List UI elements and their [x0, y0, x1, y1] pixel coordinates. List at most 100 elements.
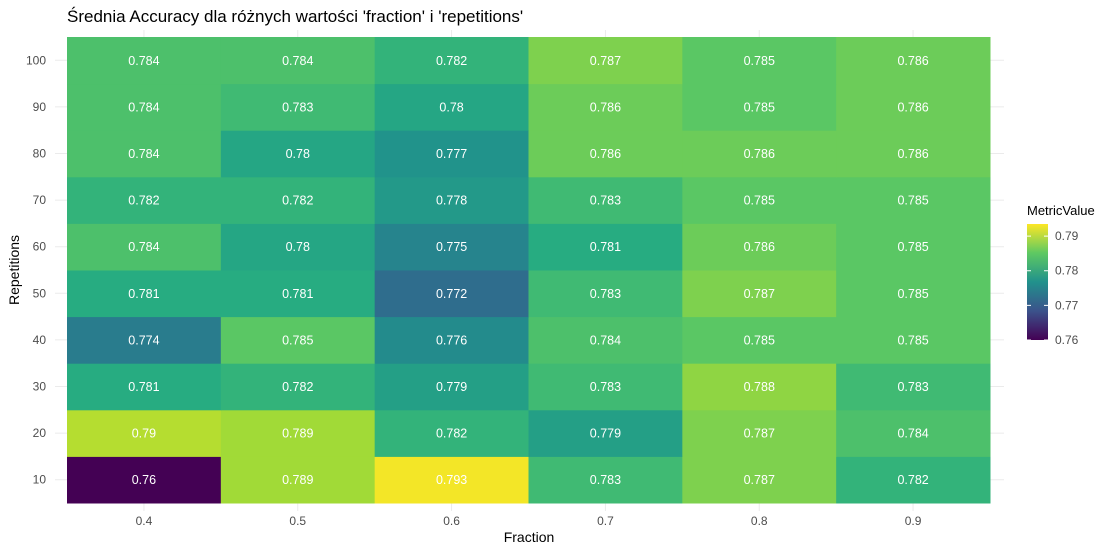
legend-ticks: 0.79 0.78 0.77 0.76 — [1027, 229, 1079, 347]
cell-value-label: 0.782 — [436, 54, 467, 68]
heatmap-cell — [67, 130, 222, 178]
heatmap-cell — [374, 223, 529, 271]
heatmap-cell — [220, 363, 376, 411]
heatmap-cell — [67, 363, 222, 411]
cell-value-label: 0.786 — [590, 147, 621, 161]
heatmap-cell — [67, 270, 222, 318]
heatmap-cells: 0.76 0.789 0.793 0.783 0.787 0.782 0.79 0.789 0.… — [67, 37, 991, 504]
heatmap-cell — [528, 456, 683, 504]
heatmap-cell — [220, 409, 376, 457]
y-tick-label: 10 — [33, 473, 47, 487]
x-tick-label: 0.6 — [443, 514, 460, 528]
cell-value-label: 0.785 — [744, 100, 775, 114]
cell-value-label: 0.787 — [744, 427, 775, 441]
y-tick-label: 20 — [33, 426, 47, 440]
heatmap-cell — [67, 456, 222, 504]
heatmap-cell — [67, 37, 222, 85]
cell-value-label: 0.786 — [590, 100, 621, 114]
heatmap-cell — [682, 363, 837, 411]
cell-value-label: 0.787 — [744, 287, 775, 301]
heatmap-cell — [836, 363, 991, 411]
heatmap-cell — [528, 223, 683, 271]
cell-value-label: 0.777 — [436, 147, 467, 161]
cell-value-label: 0.787 — [590, 54, 621, 68]
x-axis-title: Fraction — [504, 529, 555, 545]
heatmap-cell — [682, 409, 837, 457]
cell-value-label: 0.782 — [282, 194, 313, 208]
cell-value-label: 0.786 — [897, 147, 928, 161]
heatmap-cell — [374, 83, 529, 131]
heatmap-cell — [67, 176, 222, 224]
cell-value-label: 0.78 — [286, 240, 310, 254]
heatmap-cell — [67, 316, 222, 364]
axis-ticks: 0.4 0.5 0.6 0.7 0.8 0.9 10 20 30 40 50 60 70 80 90 100 — [26, 53, 922, 528]
heatmap-cell — [374, 37, 529, 85]
cell-value-label: 0.784 — [128, 100, 159, 114]
heatmap-cell — [374, 316, 529, 364]
heatmap-cell — [528, 409, 683, 457]
y-tick-label: 60 — [33, 240, 47, 254]
heatmap-cell — [528, 363, 683, 411]
cell-value-label: 0.779 — [436, 380, 467, 394]
heatmap-cell — [836, 223, 991, 271]
chart-title: Średnia Accuracy dla różnych wartości 'f… — [67, 7, 523, 26]
color-legend: MetricValue 0.79 0.78 0.77 0.76 — [1027, 203, 1095, 347]
y-tick-label: 30 — [33, 380, 47, 394]
cell-value-label: 0.786 — [744, 240, 775, 254]
cell-value-label: 0.784 — [128, 54, 159, 68]
heatmap-cell — [682, 456, 837, 504]
heatmap-cell — [528, 316, 683, 364]
y-tick-label: 40 — [33, 333, 47, 347]
cell-value-label: 0.772 — [436, 287, 467, 301]
heatmap-cell — [836, 37, 991, 85]
cell-value-label: 0.76 — [132, 473, 156, 487]
cell-value-label: 0.785 — [897, 333, 928, 347]
heatmap-cell — [374, 363, 529, 411]
cell-value-label: 0.78 — [439, 100, 463, 114]
cell-value-label: 0.78 — [286, 147, 310, 161]
heatmap-cell — [220, 83, 376, 131]
heatmap-cell — [220, 316, 376, 364]
heatmap-cell — [220, 130, 376, 178]
heatmap-cell — [682, 176, 837, 224]
heatmap-cell — [528, 270, 683, 318]
cell-value-label: 0.784 — [282, 54, 313, 68]
heatmap-cell — [682, 316, 837, 364]
cell-value-label: 0.783 — [590, 194, 621, 208]
heatmap-cell — [67, 83, 222, 131]
cell-value-label: 0.779 — [590, 427, 621, 441]
cell-value-label: 0.775 — [436, 240, 467, 254]
heatmap-cell — [374, 270, 529, 318]
cell-value-label: 0.787 — [744, 473, 775, 487]
cell-value-label: 0.793 — [436, 473, 467, 487]
cell-value-label: 0.781 — [590, 240, 621, 254]
cell-value-label: 0.789 — [282, 473, 313, 487]
heatmap-cell — [836, 83, 991, 131]
legend-tick-label: 0.77 — [1055, 298, 1079, 312]
heatmap-cell — [836, 456, 991, 504]
cell-value-label: 0.785 — [897, 194, 928, 208]
cell-value-label: 0.782 — [436, 427, 467, 441]
cell-value-label: 0.783 — [590, 380, 621, 394]
cell-value-label: 0.785 — [897, 287, 928, 301]
y-tick-label: 70 — [33, 193, 47, 207]
heatmap-cell — [220, 270, 376, 318]
heatmap-cell — [374, 456, 529, 504]
cell-value-label: 0.784 — [128, 147, 159, 161]
x-tick-label: 0.4 — [136, 514, 153, 528]
legend-tick-label: 0.78 — [1055, 264, 1079, 278]
y-tick-label: 80 — [33, 147, 47, 161]
legend-tick-label: 0.79 — [1055, 229, 1079, 243]
cell-value-label: 0.785 — [282, 333, 313, 347]
heatmap-cell — [220, 176, 376, 224]
heatmap-cell — [220, 223, 376, 271]
heatmap-cell — [682, 223, 837, 271]
heatmap-cell — [374, 176, 529, 224]
y-tick-label: 50 — [33, 286, 47, 300]
cell-value-label: 0.776 — [436, 333, 467, 347]
cell-value-label: 0.785 — [744, 333, 775, 347]
heatmap-cell — [67, 409, 222, 457]
cell-value-label: 0.785 — [744, 194, 775, 208]
